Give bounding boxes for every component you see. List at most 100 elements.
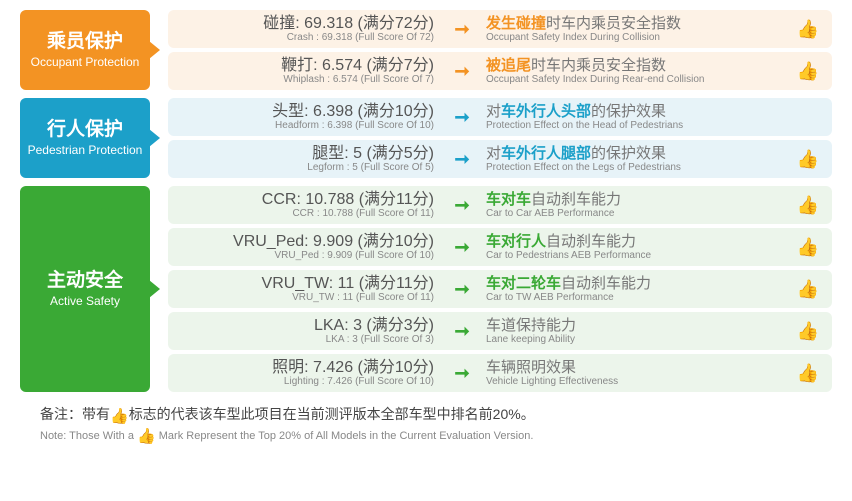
section-rows: 碰撞: 69.318 (满分72分)Crash : 69.318 (Full S… — [168, 10, 832, 90]
desc-en: Occupant Safety Index During Collision — [486, 32, 794, 43]
desc-en: Vehicle Lighting Effectiveness — [486, 376, 794, 387]
desc-post: 车辆照明效果 — [486, 359, 576, 376]
footnote-en-pre: Note: Those With a — [40, 430, 137, 442]
score-row: 照明: 7.426 (满分10分)Lighting : 7.426 (Full … — [168, 354, 832, 392]
thumbs-up-icon: 👍 — [797, 149, 819, 170]
section-label-en: Active Safety — [50, 295, 120, 308]
desc-col: 车对车自动刹车能力Car to Car AEB Performance — [482, 191, 794, 219]
desc-pre: 对 — [486, 103, 501, 120]
desc-zh: 对车外行人腿部的保护效果 — [486, 145, 794, 162]
desc-post: 的保护效果 — [591, 145, 666, 162]
section-label-occupant: 乘员保护Occupant Protection — [20, 10, 150, 90]
score-zh: 鞭打: 6.574 (满分7分) — [182, 57, 434, 75]
score-row: 鞭打: 6.574 (满分7分)Whiplash : 6.574 (Full S… — [168, 52, 832, 90]
score-col: VRU_Ped: 9.909 (满分10分)VRU_Ped : 9.909 (F… — [182, 233, 442, 262]
desc-en: Car to Pedestrians AEB Performance — [486, 250, 794, 261]
score-zh: 头型: 6.398 (满分10分) — [182, 103, 434, 121]
desc-pre: 对 — [486, 145, 501, 162]
thumb-col: 👍 — [794, 237, 822, 258]
desc-post: 时车内乘员安全指数 — [546, 15, 681, 32]
footnote-zh-pre: 备注：带有 — [40, 406, 110, 422]
arrow-icon: ➞ — [454, 363, 469, 384]
section-occupant: 乘员保护Occupant Protection 碰撞: 69.318 (满分72分… — [20, 10, 832, 90]
desc-emph: 发生碰撞 — [486, 15, 546, 32]
thumb-col: 👍 — [794, 279, 822, 300]
arrow-col: ➞ — [442, 321, 482, 342]
score-zh: CCR: 10.788 (满分11分) — [182, 191, 434, 209]
score-zh: 照明: 7.426 (满分10分) — [182, 359, 434, 377]
section-active: 主动安全 Active Safety CCR: 10.788 (满分11分)CCR … — [20, 186, 832, 392]
arrow-col: ➞ — [442, 279, 482, 300]
thumb-col: 👍 — [794, 61, 822, 82]
score-zh: 碰撞: 69.318 (满分72分) — [182, 15, 434, 33]
desc-emph: 被追尾 — [486, 57, 531, 74]
score-en: CCR : 10.788 (Full Score Of 11) — [182, 208, 434, 219]
desc-col: 车对行人自动刹车能力Car to Pedestrians AEB Perform… — [482, 233, 794, 261]
score-en: Whiplash : 6.574 (Full Score Of 7) — [182, 74, 434, 85]
section-label-pedestrian: 行人保护Pedestrian Protection — [20, 98, 150, 178]
score-en: VRU_TW : 11 (Full Score Of 11) — [182, 292, 434, 303]
arrow-col: ➞ — [442, 195, 482, 216]
thumbs-up-icon: 👍 — [110, 408, 129, 425]
score-en: Legform : 5 (Full Score Of 5) — [182, 162, 434, 173]
score-col: LKA: 3 (满分3分)LKA : 3 (Full Score Of 3) — [182, 317, 442, 346]
safety-score-infographic: 乘员保护Occupant Protection 碰撞: 69.318 (满分72分… — [20, 10, 832, 392]
thumb-col: 👍 — [794, 19, 822, 40]
desc-post: 时车内乘员安全指数 — [531, 57, 666, 74]
score-col: CCR: 10.788 (满分11分)CCR : 10.788 (Full Sc… — [182, 191, 442, 220]
score-en: Headform : 6.398 (Full Score Of 10) — [182, 120, 434, 131]
score-zh: LKA: 3 (满分3分) — [182, 317, 434, 335]
thumbs-up-icon: 👍 — [797, 237, 819, 258]
desc-en: Occupant Safety Index During Rear-end Co… — [486, 74, 794, 85]
desc-zh: 车对二轮车自动刹车能力 — [486, 275, 794, 292]
desc-zh: 对车外行人头部的保护效果 — [486, 103, 794, 120]
desc-en: Car to Car AEB Performance — [486, 208, 794, 219]
thumb-col: 👍 — [794, 195, 822, 216]
score-col: VRU_TW: 11 (满分11分)VRU_TW : 11 (Full Scor… — [182, 275, 442, 304]
section-rows: CCR: 10.788 (满分11分)CCR : 10.788 (Full Sc… — [168, 186, 832, 392]
score-row: 腿型: 5 (满分5分)Legform : 5 (Full Score Of 5… — [168, 140, 832, 178]
desc-en: Car to TW AEB Performance — [486, 292, 794, 303]
section-label-zh: 主动安全 — [47, 270, 123, 293]
section-label-zh: 乘员保护 — [47, 31, 123, 54]
arrow-icon: ➞ — [454, 237, 469, 258]
score-row: VRU_TW: 11 (满分11分)VRU_TW : 11 (Full Scor… — [168, 270, 832, 308]
desc-post: 的保护效果 — [591, 103, 666, 120]
desc-zh: 车辆照明效果 — [486, 359, 794, 376]
arrow-col: ➞ — [442, 237, 482, 258]
desc-col: 对车外行人腿部的保护效果Protection Effect on the Leg… — [482, 145, 794, 173]
score-row: 碰撞: 69.318 (满分72分)Crash : 69.318 (Full S… — [168, 10, 832, 48]
desc-col: 车道保持能力Lane keeping Ability — [482, 317, 794, 345]
thumbs-up-icon: 👍 — [797, 279, 819, 300]
footnote: 备注：带有👍标志的代表该车型此项目在当前测评版本全部车型中排名前20%。 Not… — [20, 404, 832, 445]
score-row: VRU_Ped: 9.909 (满分10分)VRU_Ped : 9.909 (F… — [168, 228, 832, 266]
desc-col: 发生碰撞时车内乘员安全指数Occupant Safety Index Durin… — [482, 15, 794, 43]
section-rows: 头型: 6.398 (满分10分)Headform : 6.398 (Full … — [168, 98, 832, 178]
desc-post: 自动刹车能力 — [531, 191, 621, 208]
desc-zh: 被追尾时车内乘员安全指数 — [486, 57, 794, 74]
arrow-icon: ➞ — [454, 279, 469, 300]
footnote-en: Note: Those With a 👍 Mark Represent the … — [40, 427, 812, 445]
score-col: 腿型: 5 (满分5分)Legform : 5 (Full Score Of 5… — [182, 145, 442, 174]
arrow-icon: ➞ — [454, 195, 469, 216]
arrow-col: ➞ — [442, 363, 482, 384]
arrow-icon: ➞ — [454, 321, 469, 342]
desc-emph: 车对二轮车 — [486, 275, 561, 292]
desc-emph: 车对行人 — [486, 233, 546, 250]
score-row: LKA: 3 (满分3分)LKA : 3 (Full Score Of 3) ➞ 车… — [168, 312, 832, 350]
thumbs-up-icon: 👍 — [137, 428, 156, 445]
footnote-en-post: Mark Represent the Top 20% of All Models… — [156, 430, 534, 442]
arrow-icon: ➞ — [454, 107, 469, 128]
arrow-col: ➞ — [442, 19, 482, 40]
score-en: Crash : 69.318 (Full Score Of 72) — [182, 32, 434, 43]
score-en: LKA : 3 (Full Score Of 3) — [182, 334, 434, 345]
thumbs-up-icon: 👍 — [797, 321, 819, 342]
desc-en: Protection Effect on the Legs of Pedestr… — [486, 162, 794, 173]
footnote-zh: 备注：带有👍标志的代表该车型此项目在当前测评版本全部车型中排名前20%。 — [40, 404, 812, 425]
desc-zh: 车道保持能力 — [486, 317, 794, 334]
section-pedestrian: 行人保护Pedestrian Protection头型: 6.398 (满分10… — [20, 98, 832, 178]
desc-en: Protection Effect on the Head of Pedestr… — [486, 120, 794, 131]
score-zh: 腿型: 5 (满分5分) — [182, 145, 434, 163]
desc-en: Lane keeping Ability — [486, 334, 794, 345]
desc-emph: 车外行人头部 — [501, 103, 591, 120]
